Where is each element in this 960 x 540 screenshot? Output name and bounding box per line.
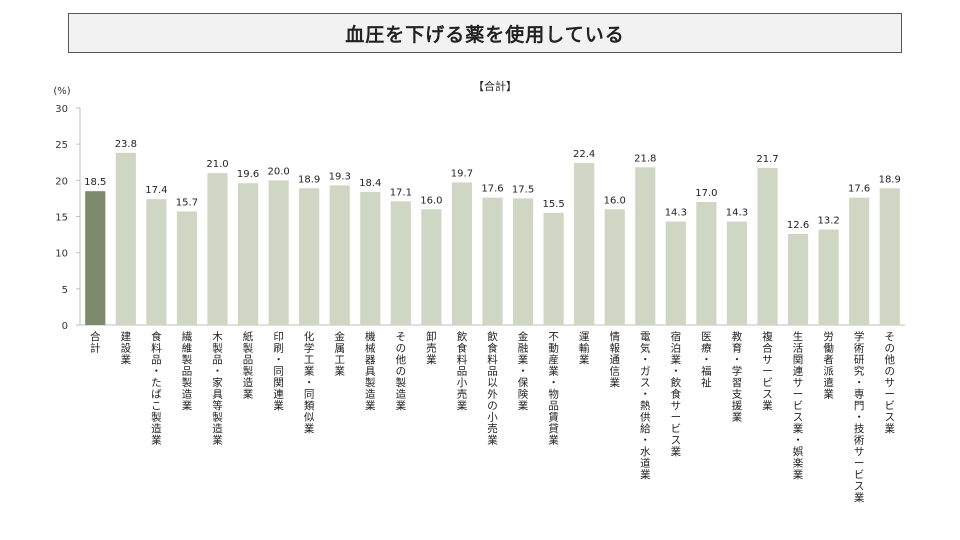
category-label: 飲食料品以外の小売業 xyxy=(487,330,498,447)
bar xyxy=(482,197,503,325)
chart-title: 【合計】 xyxy=(473,79,517,93)
data-label: 21.7 xyxy=(756,154,778,165)
category-label: 建設業 xyxy=(121,330,132,366)
data-label: 18.5 xyxy=(84,177,106,188)
category-label: その他の製造業 xyxy=(396,331,407,412)
category-label: 卸売業 xyxy=(426,330,437,366)
category-label: 生活関連サービス業・娯楽業 xyxy=(793,330,804,481)
data-label: 16.0 xyxy=(604,195,626,206)
data-label: 13.2 xyxy=(817,216,839,227)
bar xyxy=(696,202,717,325)
category-label: その他のサービス業 xyxy=(884,331,895,435)
data-label: 19.6 xyxy=(237,169,259,180)
bar xyxy=(360,191,381,325)
data-label: 18.9 xyxy=(879,174,901,185)
y-tick-label: 30 xyxy=(55,104,68,115)
category-label: 運輸業 xyxy=(579,331,590,366)
data-label: 12.6 xyxy=(787,220,809,231)
category-label: 学術研究・専門・技術サービス業 xyxy=(854,330,865,504)
bar xyxy=(451,182,473,325)
data-label: 23.8 xyxy=(115,139,137,150)
chart-labels: 18.5 合計 23.8 建設業 17.4 食料品・たばこ製造業 15.7 繊維製品製造業 21… xyxy=(84,139,901,504)
bar xyxy=(421,209,442,325)
data-label: 17.1 xyxy=(390,187,412,198)
category-label: 複合サービス業 xyxy=(762,330,773,412)
category-label: 食料品・たばこ製造業 xyxy=(151,330,162,447)
data-label: 18.4 xyxy=(359,178,381,189)
category-label: 労働者派遣業 xyxy=(823,330,834,401)
slide-title: 血圧を下げる薬を使用している xyxy=(345,23,625,46)
data-label: 19.7 xyxy=(451,169,473,180)
bar xyxy=(574,162,595,325)
bar xyxy=(390,201,411,325)
data-label: 17.0 xyxy=(695,188,717,199)
bar xyxy=(115,152,136,325)
bar xyxy=(268,180,289,325)
y-tick-label: 10 xyxy=(55,249,68,260)
y-tick-label: 25 xyxy=(55,140,68,151)
data-label: 17.4 xyxy=(145,185,167,196)
category-label: 繊維製品製造業 xyxy=(182,330,193,412)
bar xyxy=(85,191,106,325)
bar xyxy=(604,209,625,325)
data-label: 21.8 xyxy=(634,153,656,164)
data-label: 16.0 xyxy=(420,195,442,206)
y-tick-label: 15 xyxy=(55,213,68,224)
category-label: 金融業・保険業 xyxy=(518,330,529,412)
bar xyxy=(818,229,839,325)
data-label: 20.0 xyxy=(267,166,289,177)
data-label: 18.9 xyxy=(298,174,320,185)
chart-bars xyxy=(85,152,900,325)
category-label: 機械器具製造業 xyxy=(365,330,376,412)
category-label: 紙製品製造業 xyxy=(243,330,254,401)
category-label: 木製品・家具等製造業 xyxy=(212,331,223,447)
category-label: 電気・ガス・熱供給・水道業 xyxy=(640,331,651,481)
data-label: 21.0 xyxy=(206,159,228,170)
bar xyxy=(757,168,778,325)
category-label: 合計 xyxy=(90,330,101,355)
category-label: 医療・福祉 xyxy=(701,331,712,389)
category-label: 教育・学習支援業 xyxy=(732,330,743,424)
bar xyxy=(299,188,320,325)
y-tick-label: 0 xyxy=(62,321,68,332)
category-label: 化学工業・同類似業 xyxy=(304,330,315,435)
bar xyxy=(512,198,534,325)
bar xyxy=(787,233,809,325)
bar xyxy=(635,167,656,325)
bar xyxy=(176,211,198,325)
y-axis-unit: (%) xyxy=(53,86,70,97)
category-label: 情報通信業 xyxy=(609,330,620,389)
category-label: 金属工業 xyxy=(334,330,345,378)
data-label: 22.4 xyxy=(573,149,595,160)
y-tick-label: 5 xyxy=(62,285,68,296)
bar xyxy=(207,173,228,325)
bar xyxy=(849,197,870,325)
bar xyxy=(543,212,564,325)
category-label: 飲食料品小売業 xyxy=(457,330,468,412)
data-label: 15.5 xyxy=(542,199,564,210)
bar xyxy=(237,183,259,325)
category-label: 宿泊業・飲食サービス業 xyxy=(671,330,682,458)
data-label: 17.6 xyxy=(848,184,870,195)
bar xyxy=(665,221,686,325)
bar xyxy=(146,199,167,325)
data-label: 17.6 xyxy=(481,184,503,195)
bar xyxy=(726,221,748,325)
bar xyxy=(879,188,900,325)
bar xyxy=(329,185,350,325)
data-label: 15.7 xyxy=(176,197,198,208)
category-label: 不動産業・物品賃貸業 xyxy=(548,331,559,447)
y-tick-label: 20 xyxy=(55,176,68,187)
category-label: 印刷・同関連業 xyxy=(273,331,284,412)
data-label: 14.3 xyxy=(726,208,748,219)
slide-title-box: 血圧を下げる薬を使用している xyxy=(68,13,902,53)
data-label: 17.5 xyxy=(512,184,534,195)
data-label: 14.3 xyxy=(665,208,687,219)
data-label: 19.3 xyxy=(329,171,351,182)
